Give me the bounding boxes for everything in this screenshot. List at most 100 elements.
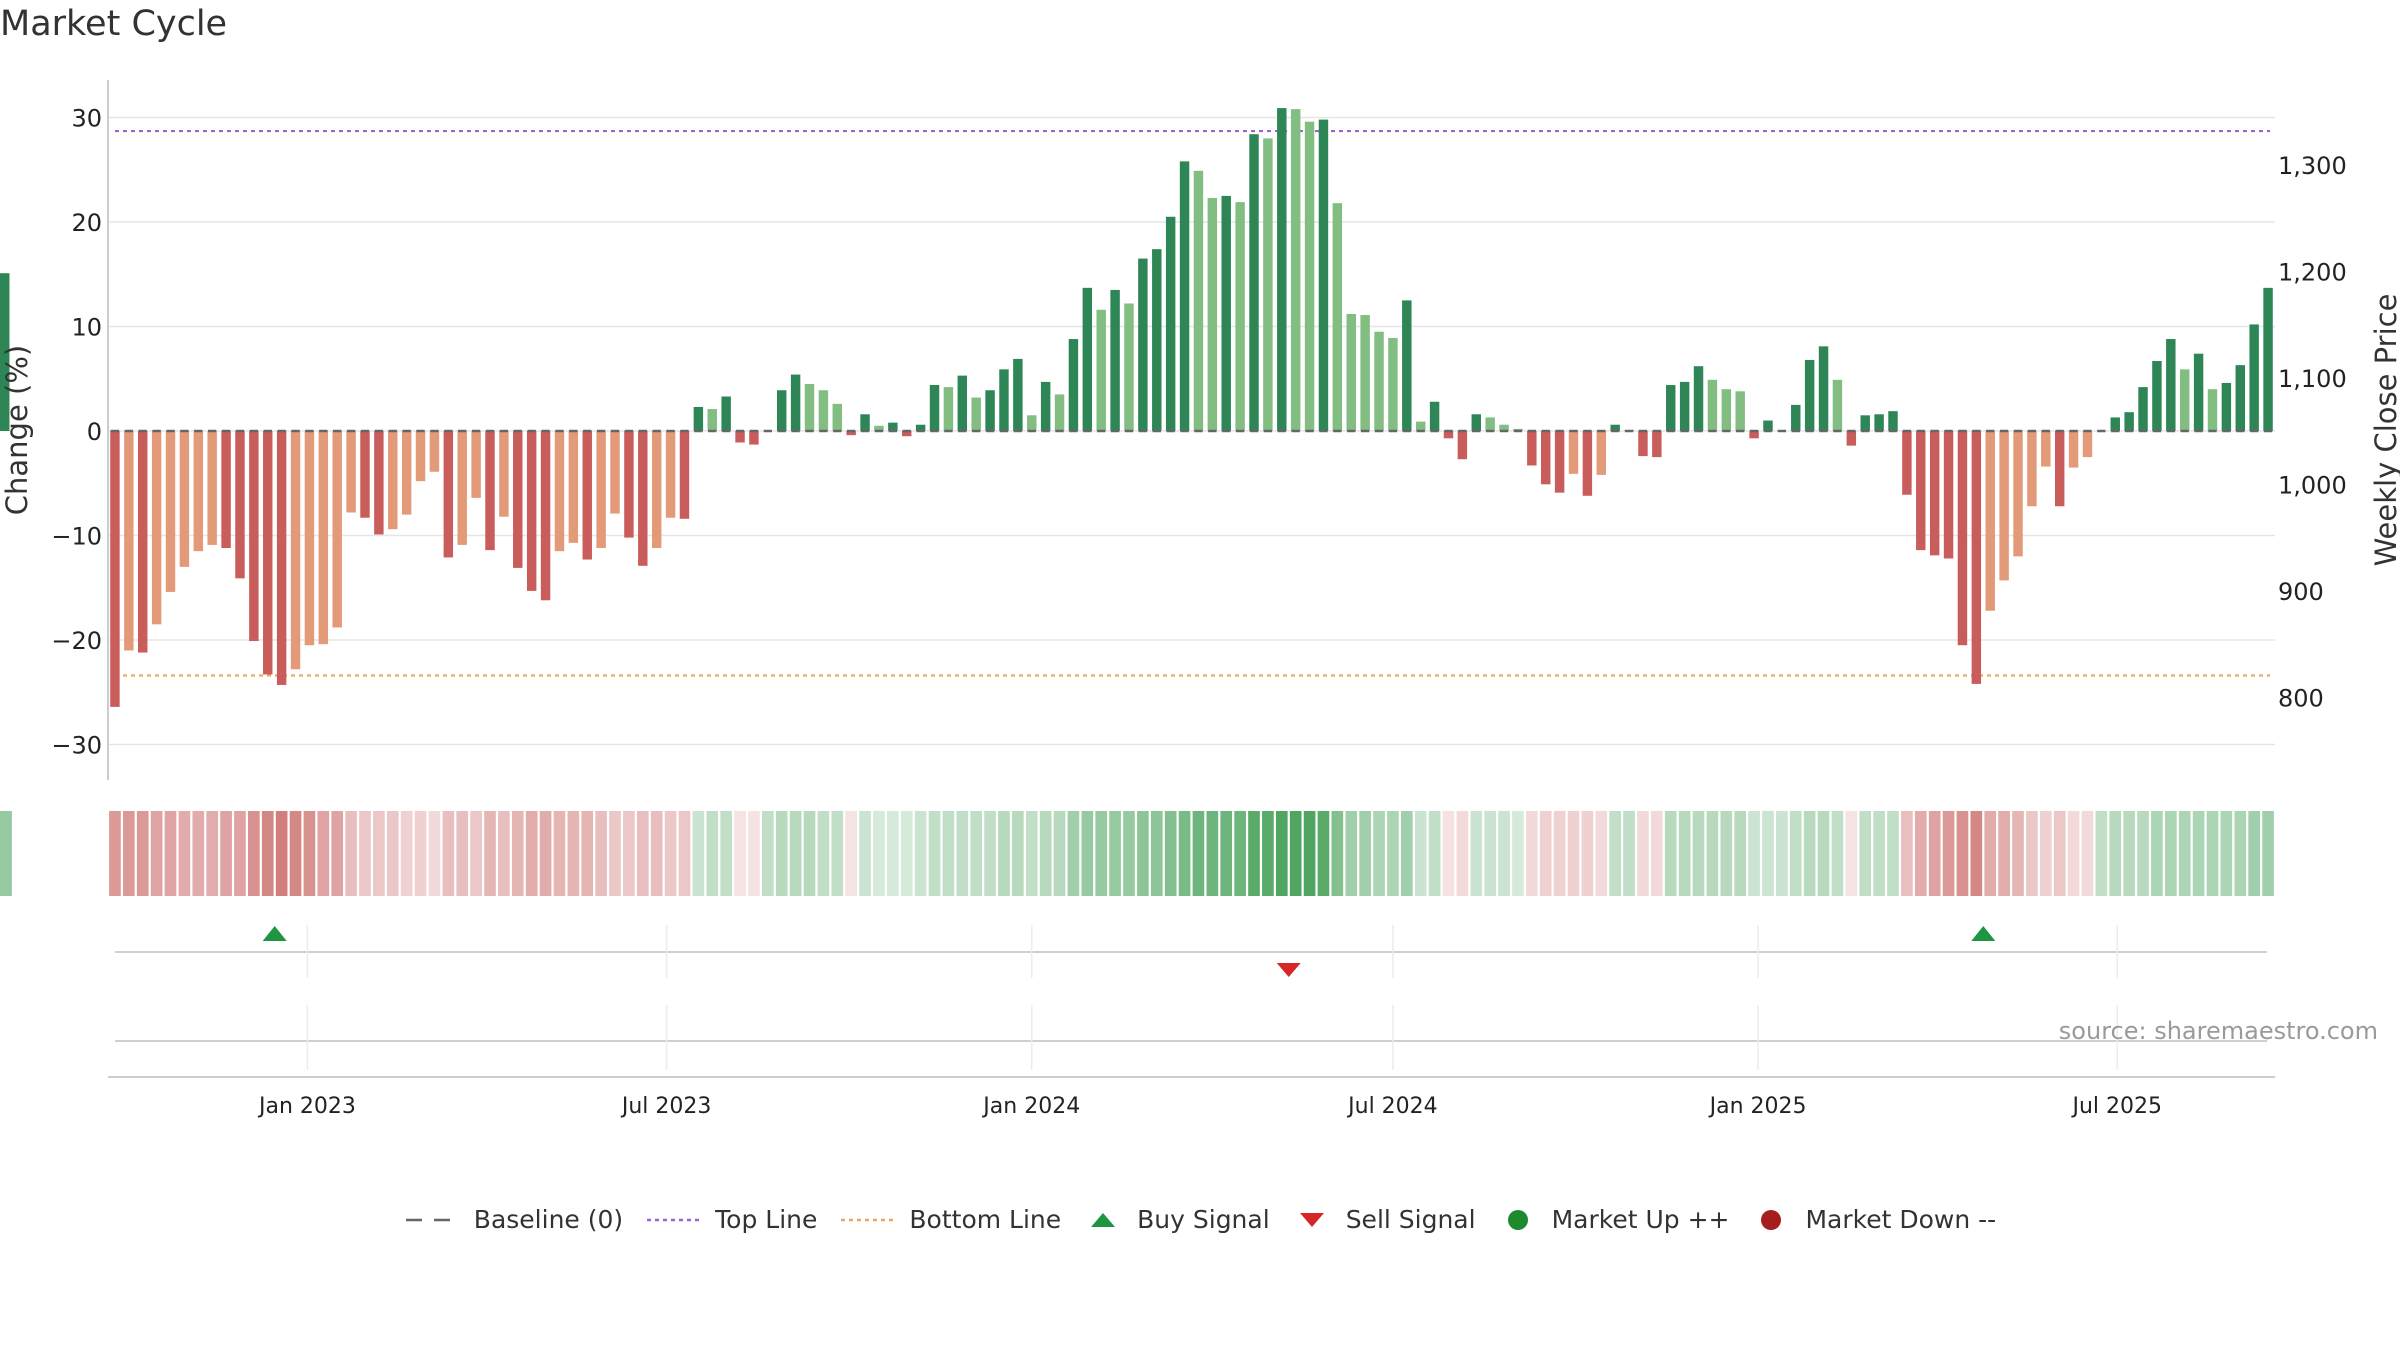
bar[interactable] — [318, 431, 329, 645]
bar[interactable] — [332, 431, 342, 628]
bar[interactable] — [526, 431, 537, 591]
bar[interactable] — [1666, 385, 1676, 431]
bar[interactable] — [1763, 420, 1773, 431]
bar[interactable] — [1165, 216, 1176, 431]
bar[interactable] — [1277, 108, 1287, 431]
bar[interactable] — [2041, 431, 2051, 467]
bar[interactable] — [2235, 365, 2245, 431]
bar[interactable] — [1749, 431, 1759, 439]
bar[interactable] — [1388, 337, 1398, 431]
bar[interactable] — [1943, 431, 1954, 559]
bar[interactable] — [388, 431, 398, 530]
bar[interactable] — [2124, 412, 2134, 431]
bar[interactable] — [1221, 195, 1231, 431]
bar[interactable] — [1193, 170, 1204, 432]
bar[interactable] — [2054, 431, 2065, 507]
bar[interactable] — [2263, 287, 2273, 431]
bar[interactable] — [485, 431, 495, 551]
bar[interactable] — [1874, 414, 1884, 431]
bar[interactable] — [276, 431, 287, 685]
bar[interactable] — [1304, 121, 1315, 432]
buy-signal-marker[interactable] — [262, 926, 287, 941]
bar[interactable] — [429, 431, 440, 472]
bar[interactable] — [929, 385, 940, 431]
bar[interactable] — [1443, 431, 1454, 439]
bar[interactable] — [1527, 431, 1537, 466]
bar[interactable] — [915, 424, 926, 431]
bar[interactable] — [2249, 324, 2259, 431]
bar[interactable] — [1485, 417, 1495, 431]
bar[interactable] — [346, 431, 356, 513]
bar[interactable] — [1402, 300, 1412, 431]
bar[interactable] — [582, 431, 592, 560]
bar[interactable] — [1540, 431, 1551, 485]
bar[interactable] — [1916, 431, 1926, 551]
bar[interactable] — [1124, 303, 1134, 431]
bar[interactable] — [1791, 404, 1801, 431]
legend-item-sell-signal[interactable]: Sell Signal — [1292, 1205, 1476, 1234]
bar[interactable] — [707, 409, 717, 431]
bar[interactable] — [2207, 389, 2218, 431]
bar[interactable] — [2138, 387, 2148, 431]
bar[interactable] — [401, 431, 412, 515]
bar[interactable] — [1318, 119, 1329, 431]
bar[interactable] — [957, 375, 968, 431]
bar[interactable] — [249, 431, 259, 642]
bar[interactable] — [1152, 249, 1162, 431]
legend-item-market-down[interactable]: Market Down -- — [1751, 1205, 1996, 1234]
bar[interactable] — [610, 431, 620, 514]
bar[interactable] — [1638, 431, 1648, 457]
bar[interactable] — [1096, 309, 1106, 431]
bar[interactable] — [1179, 161, 1190, 431]
bar[interactable] — [902, 431, 912, 437]
bar[interactable] — [1027, 415, 1037, 431]
bar[interactable] — [1818, 346, 1829, 431]
bar[interactable] — [832, 403, 843, 431]
bar[interactable] — [1707, 379, 1718, 431]
bar[interactable] — [179, 431, 190, 567]
bar[interactable] — [1110, 289, 1120, 431]
bar[interactable] — [2152, 360, 2162, 431]
bar[interactable] — [0, 274, 10, 431]
bar[interactable] — [804, 383, 815, 431]
legend-item-buy-signal[interactable]: Buy Signal — [1083, 1205, 1270, 1234]
bar[interactable] — [124, 431, 134, 651]
legend-item-market-up[interactable]: Market Up ++ — [1498, 1205, 1729, 1234]
bar[interactable] — [1832, 379, 1843, 431]
bar[interactable] — [1360, 315, 1370, 431]
bar[interactable] — [2193, 353, 2204, 431]
bar[interactable] — [457, 431, 467, 545]
bar[interactable] — [1068, 339, 1079, 431]
bar[interactable] — [471, 431, 481, 498]
legend-item-bottom-line[interactable]: Bottom Line — [839, 1205, 1061, 1234]
bar[interactable] — [1346, 313, 1356, 431]
bar[interactable] — [790, 374, 801, 431]
bar[interactable] — [415, 431, 426, 482]
bar[interactable] — [1235, 202, 1245, 431]
bar[interactable] — [1957, 431, 1968, 646]
bar[interactable] — [1054, 394, 1065, 431]
bar[interactable] — [693, 406, 704, 431]
bar[interactable] — [1735, 391, 1745, 431]
bar[interactable] — [1568, 431, 1579, 474]
bar[interactable] — [138, 431, 148, 653]
bar[interactable] — [2166, 339, 2176, 431]
bar[interactable] — [1207, 197, 1218, 431]
bar[interactable] — [1985, 431, 1995, 611]
bar[interactable] — [540, 431, 551, 601]
bar[interactable] — [888, 422, 898, 431]
bar[interactable] — [554, 431, 565, 552]
bar[interactable] — [151, 431, 162, 625]
bar[interactable] — [2082, 431, 2093, 458]
bar[interactable] — [263, 431, 273, 675]
bar[interactable] — [2068, 431, 2079, 468]
legend-item-top-line[interactable]: Top Line — [645, 1205, 817, 1234]
bar[interactable] — [1457, 431, 1468, 460]
bar[interactable] — [1429, 401, 1440, 431]
bar[interactable] — [2221, 382, 2232, 431]
bar[interactable] — [1596, 431, 1607, 475]
bar[interactable] — [1721, 389, 1732, 431]
bar[interactable] — [513, 431, 523, 568]
bar[interactable] — [221, 431, 231, 549]
bar[interactable] — [568, 431, 579, 543]
